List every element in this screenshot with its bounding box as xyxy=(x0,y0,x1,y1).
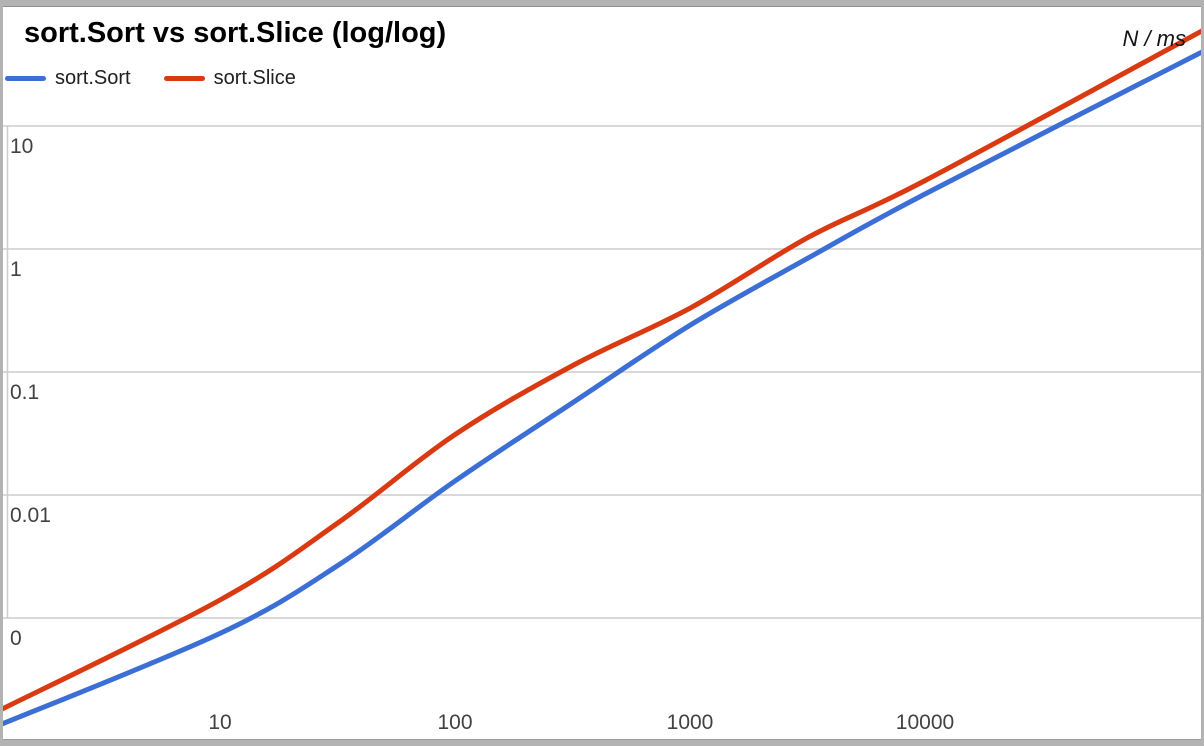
series-line-sort-sort xyxy=(0,48,1204,728)
legend-item-sort-slice: sort.Slice xyxy=(163,67,296,90)
series-line-sort-slice xyxy=(0,27,1204,713)
y-tick-label: 0.01 xyxy=(10,504,51,527)
legend-label: sort.Slice xyxy=(213,67,296,89)
frame-border-top xyxy=(0,0,1204,7)
legend: sort.Sort sort.Slice xyxy=(5,67,329,90)
x-tick-label: 10 xyxy=(208,711,232,734)
x-tick-label: 10000 xyxy=(895,711,955,734)
series-color-swatch-icon xyxy=(5,76,46,81)
x-tick-label: 100 xyxy=(437,711,473,734)
y-tick-label: 0 xyxy=(10,627,22,650)
series-color-swatch-icon xyxy=(163,76,205,81)
frame-border-right xyxy=(1201,0,1204,746)
y-tick-label: 0.1 xyxy=(10,381,40,404)
x-tick-label: 1000 xyxy=(666,711,714,734)
legend-label: sort.Sort xyxy=(55,67,131,89)
legend-item-sort-sort: sort.Sort xyxy=(5,67,131,90)
frame-border-bottom xyxy=(0,739,1204,746)
chart-title: sort.Sort vs sort.Slice (log/log) xyxy=(24,17,447,49)
y-tick-label: 10 xyxy=(10,135,34,158)
frame-border-left xyxy=(0,0,3,746)
y-tick-label: 1 xyxy=(10,258,22,281)
axis-unit-label: N / ms xyxy=(1122,26,1186,51)
